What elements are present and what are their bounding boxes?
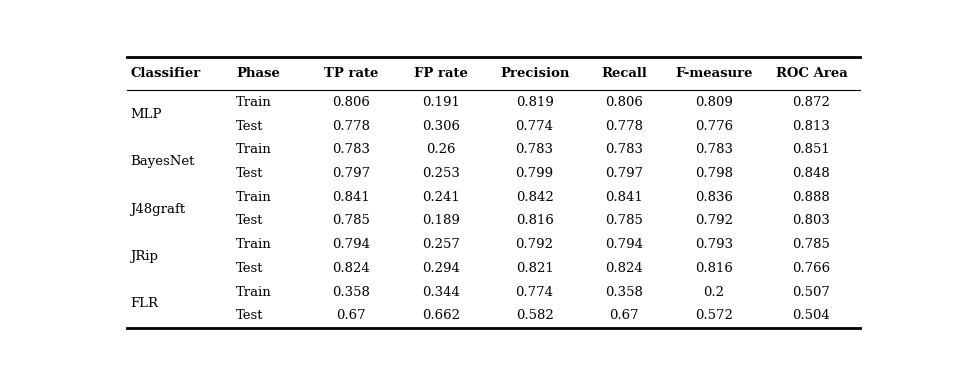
Text: 0.294: 0.294 xyxy=(422,262,460,275)
Text: Train: Train xyxy=(236,286,272,299)
Text: F-measure: F-measure xyxy=(675,67,753,80)
Text: Test: Test xyxy=(236,214,264,228)
Text: Recall: Recall xyxy=(601,67,647,80)
Text: 0.792: 0.792 xyxy=(516,238,554,251)
Text: 0.358: 0.358 xyxy=(605,286,643,299)
Text: 0.358: 0.358 xyxy=(332,286,371,299)
Text: Train: Train xyxy=(236,238,272,251)
Text: 0.306: 0.306 xyxy=(422,119,460,133)
Text: 0.778: 0.778 xyxy=(332,119,371,133)
Text: JRip: JRip xyxy=(131,250,158,263)
Text: BayesNet: BayesNet xyxy=(131,155,195,168)
Text: 0.189: 0.189 xyxy=(422,214,460,228)
Text: Classifier: Classifier xyxy=(131,67,201,80)
Text: FP rate: FP rate xyxy=(414,67,468,80)
Text: 0.821: 0.821 xyxy=(516,262,554,275)
Text: 0.785: 0.785 xyxy=(605,214,643,228)
Text: 0.793: 0.793 xyxy=(695,238,732,251)
Text: 0.809: 0.809 xyxy=(695,96,732,109)
Text: J48graft: J48graft xyxy=(131,203,185,215)
Text: Phase: Phase xyxy=(236,67,280,80)
Text: 0.872: 0.872 xyxy=(793,96,830,109)
Text: 0.806: 0.806 xyxy=(332,96,371,109)
Text: 0.841: 0.841 xyxy=(332,191,371,204)
Text: 0.816: 0.816 xyxy=(516,214,554,228)
Text: 0.792: 0.792 xyxy=(695,214,732,228)
Text: Test: Test xyxy=(236,309,264,322)
Text: 0.888: 0.888 xyxy=(793,191,830,204)
Text: ROC Area: ROC Area xyxy=(776,67,848,80)
Text: 0.2: 0.2 xyxy=(704,286,724,299)
Text: 0.785: 0.785 xyxy=(332,214,371,228)
Text: 0.816: 0.816 xyxy=(695,262,732,275)
Text: 0.26: 0.26 xyxy=(426,143,456,156)
Text: 0.799: 0.799 xyxy=(516,167,554,180)
Text: MLP: MLP xyxy=(131,108,162,121)
Text: 0.841: 0.841 xyxy=(605,191,643,204)
Text: 0.824: 0.824 xyxy=(332,262,371,275)
Text: 0.783: 0.783 xyxy=(516,143,554,156)
Text: 0.806: 0.806 xyxy=(605,96,643,109)
Text: 0.783: 0.783 xyxy=(605,143,643,156)
Text: 0.797: 0.797 xyxy=(332,167,371,180)
Text: 0.842: 0.842 xyxy=(516,191,554,204)
Text: 0.851: 0.851 xyxy=(793,143,830,156)
Text: 0.507: 0.507 xyxy=(793,286,830,299)
Text: 0.797: 0.797 xyxy=(605,167,643,180)
Text: Test: Test xyxy=(236,119,264,133)
Text: 0.783: 0.783 xyxy=(695,143,732,156)
Text: 0.662: 0.662 xyxy=(422,309,460,322)
Text: 0.257: 0.257 xyxy=(422,238,460,251)
Text: 0.776: 0.776 xyxy=(695,119,732,133)
Text: 0.813: 0.813 xyxy=(793,119,830,133)
Text: Test: Test xyxy=(236,262,264,275)
Text: 0.785: 0.785 xyxy=(793,238,830,251)
Text: 0.774: 0.774 xyxy=(516,286,554,299)
Text: 0.803: 0.803 xyxy=(793,214,830,228)
Text: 0.794: 0.794 xyxy=(605,238,643,251)
Text: 0.783: 0.783 xyxy=(332,143,371,156)
Text: FLR: FLR xyxy=(131,297,158,310)
Text: 0.774: 0.774 xyxy=(516,119,554,133)
Text: 0.848: 0.848 xyxy=(793,167,830,180)
Text: Train: Train xyxy=(236,96,272,109)
Text: Test: Test xyxy=(236,167,264,180)
Text: 0.778: 0.778 xyxy=(605,119,643,133)
Text: 0.191: 0.191 xyxy=(422,96,460,109)
Text: 0.67: 0.67 xyxy=(337,309,366,322)
Text: 0.241: 0.241 xyxy=(422,191,460,204)
Text: TP rate: TP rate xyxy=(324,67,378,80)
Text: 0.824: 0.824 xyxy=(605,262,643,275)
Text: 0.819: 0.819 xyxy=(516,96,554,109)
Text: 0.253: 0.253 xyxy=(422,167,460,180)
Text: 0.67: 0.67 xyxy=(610,309,639,322)
Text: 0.766: 0.766 xyxy=(792,262,830,275)
Text: Train: Train xyxy=(236,143,272,156)
Text: 0.344: 0.344 xyxy=(422,286,460,299)
Text: Precision: Precision xyxy=(500,67,569,80)
Text: 0.798: 0.798 xyxy=(695,167,732,180)
Text: 0.836: 0.836 xyxy=(695,191,732,204)
Text: 0.572: 0.572 xyxy=(695,309,732,322)
Text: 0.504: 0.504 xyxy=(793,309,830,322)
Text: 0.582: 0.582 xyxy=(516,309,554,322)
Text: Train: Train xyxy=(236,191,272,204)
Text: 0.794: 0.794 xyxy=(332,238,371,251)
